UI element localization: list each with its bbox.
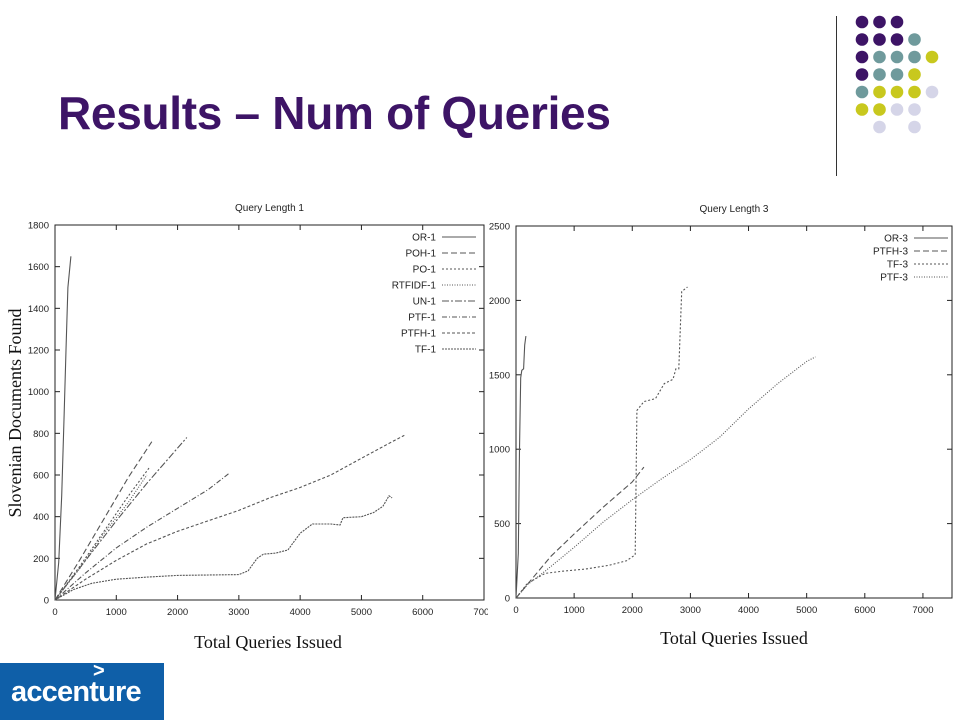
x-tick-label: 0	[52, 607, 57, 618]
y-tick-label: 400	[33, 512, 49, 523]
y-tick-label: 1000	[28, 387, 49, 398]
x-axis-label: Total Queries Issued	[660, 628, 808, 648]
y-tick-label: 1500	[489, 370, 510, 381]
legend-entry-label: OR-3	[884, 234, 908, 245]
x-tick-label: 4000	[738, 605, 759, 616]
series-line-or-3	[515, 336, 527, 599]
decor-dot	[855, 33, 869, 46]
series-line-or-1	[54, 256, 72, 601]
x-axis-label: Total Queries Issued	[194, 632, 342, 652]
chart-query-length-1: Query Length 10 1000 2000 3000 4000 5000 6000 7…	[5, 203, 488, 652]
y-tick-label: 1400	[28, 304, 49, 315]
decorative-dot-grid	[855, 15, 939, 134]
decor-dot	[873, 120, 886, 134]
y-tick-label: 1200	[28, 346, 49, 357]
x-tick-label: 6000	[412, 607, 433, 618]
x-tick-label: 5000	[796, 605, 817, 616]
legend-entry-label: UN-1	[413, 297, 437, 308]
series-line-ptfh-3	[515, 466, 645, 599]
decor-dot	[925, 50, 939, 64]
plot-frame	[54, 224, 485, 601]
series-line-ptf-1	[54, 472, 231, 601]
x-tick-label: 6000	[854, 605, 875, 616]
series-line-rtfidf-1	[54, 474, 148, 601]
legend-entry-label: PTF-1	[408, 313, 436, 324]
series-line-ptfh-1	[54, 434, 405, 601]
series-line-po-1	[54, 466, 151, 601]
legend-entry-label: TF-3	[887, 260, 909, 271]
x-tick-label: 5000	[351, 607, 372, 618]
decor-dot	[890, 85, 904, 99]
legend-entry-label: POH-1	[405, 249, 436, 260]
vertical-divider	[836, 16, 837, 176]
series-line-un-1	[54, 437, 188, 601]
decor-dot	[855, 103, 869, 116]
x-tick-label: 2000	[167, 607, 188, 618]
decor-dot	[890, 68, 904, 81]
x-tick-label: 3000	[680, 605, 701, 616]
legend-entry-label: RTFIDF-1	[392, 281, 437, 292]
decor-dot	[925, 85, 939, 99]
y-tick-label: 0	[505, 594, 510, 605]
y-tick-label: 1600	[28, 262, 49, 273]
x-tick-label: 4000	[290, 607, 311, 618]
decor-dot	[890, 103, 904, 116]
decor-dot	[873, 33, 886, 46]
y-tick-label: 2500	[489, 222, 510, 233]
series-line-ptf-3	[515, 356, 816, 599]
y-tick-label: 2000	[489, 296, 510, 307]
decor-dot	[855, 85, 869, 99]
legend-entry-label: PTFH-3	[873, 247, 908, 258]
legend-entry-label: PTFH-1	[401, 329, 436, 340]
legend-entry-label: TF-1	[415, 345, 437, 356]
decor-dot	[890, 50, 904, 64]
legend-entry-label: OR-1	[412, 233, 436, 244]
y-tick-label: 500	[494, 519, 510, 530]
decor-dot	[855, 68, 869, 81]
decor-dot	[908, 68, 921, 81]
chart-title: Query Length 3	[700, 204, 769, 215]
accenture-logo: accenture >	[0, 660, 164, 720]
series-line-tf-1	[54, 495, 393, 601]
slide-title: Results – Num of Queries	[58, 87, 611, 139]
brand-name: accenture	[11, 676, 142, 708]
y-tick-label: 200	[33, 554, 49, 565]
decor-dot	[908, 85, 921, 99]
y-tick-label: 0	[44, 596, 49, 607]
decor-dot	[855, 50, 869, 64]
y-axis-label: Slovenian Documents Found	[5, 309, 25, 518]
decor-dot	[908, 120, 921, 134]
y-tick-label: 1000	[489, 445, 510, 456]
decor-dot	[873, 85, 886, 99]
decor-dot	[908, 33, 921, 46]
decor-dot	[873, 15, 886, 29]
y-tick-label: 1800	[28, 221, 49, 232]
decor-dot	[908, 50, 921, 64]
x-tick-label: 2000	[622, 605, 643, 616]
x-tick-label: 0	[513, 605, 518, 616]
x-tick-label: 7000	[473, 607, 488, 618]
series-line-tf-3	[515, 286, 688, 599]
chart-title: Query Length 1	[235, 203, 304, 214]
x-tick-label: 1000	[106, 607, 127, 618]
decor-dot	[890, 15, 904, 29]
x-tick-label: 7000	[912, 605, 933, 616]
series-line-poh-1	[54, 441, 153, 601]
legend-entry-label: PO-1	[413, 265, 437, 276]
y-tick-label: 800	[33, 429, 49, 440]
decor-dot	[873, 50, 886, 64]
decor-dot	[890, 33, 904, 46]
legend-entry-label: PTF-3	[880, 273, 908, 284]
x-tick-label: 3000	[228, 607, 249, 618]
decor-dot	[855, 15, 869, 29]
decor-dot	[908, 103, 921, 116]
plot-frame	[515, 225, 953, 599]
decor-dot	[873, 68, 886, 81]
y-tick-label: 600	[33, 471, 49, 482]
brand-accent-mark-icon: >	[93, 660, 105, 682]
x-tick-label: 1000	[564, 605, 585, 616]
decor-dot	[873, 103, 886, 116]
chart-query-length-3: Query Length 30 1000 2000 3000 4000 5000 6000 7…	[489, 204, 953, 648]
